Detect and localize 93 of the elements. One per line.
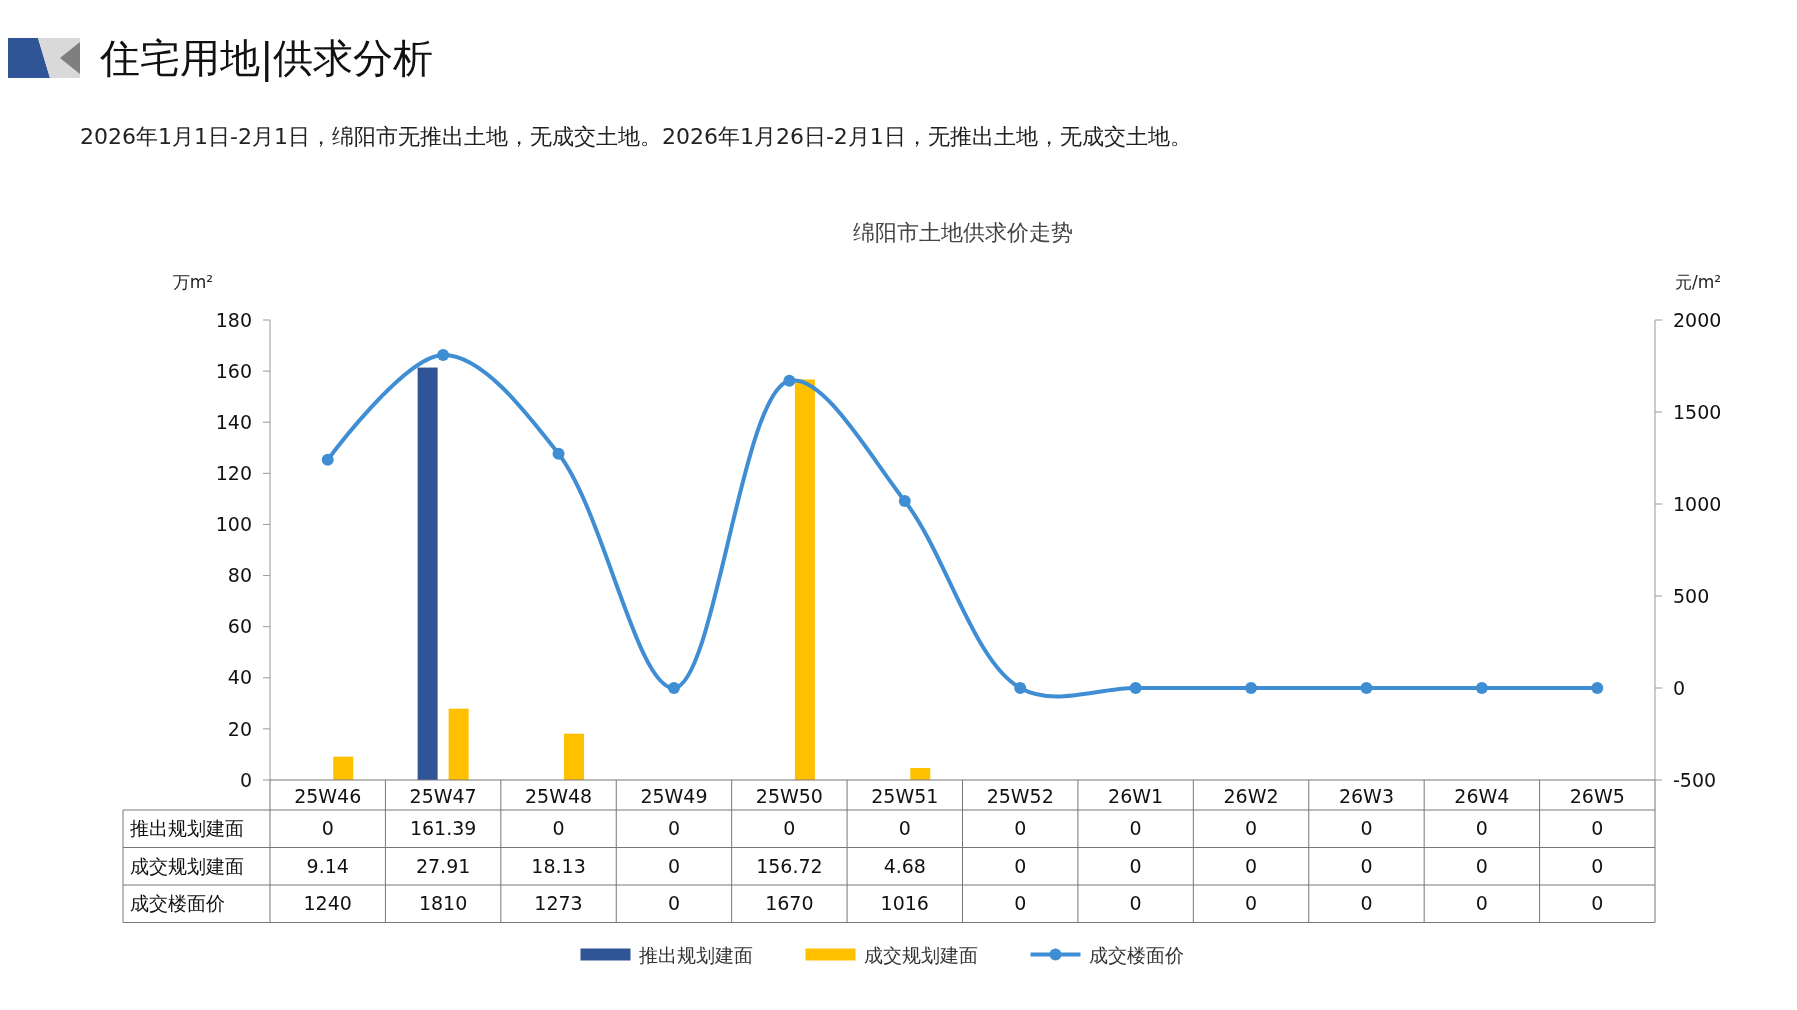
point [1129,682,1142,694]
y2-tick-label: 0 [1673,676,1686,699]
data-label: 0 [667,892,681,915]
data-label: 0 [1591,854,1604,877]
point [667,682,680,694]
x-tick-label: 26W1 [1108,784,1164,807]
x-tick-label: 26W5 [1569,784,1625,807]
data-label: 0 [1129,854,1142,877]
y2-tick-label: 1000 [1673,492,1722,515]
bar [564,733,585,780]
data-label: 0 [1244,854,1258,877]
y-tick-label: 0 [239,768,252,791]
data-label: 0 [1591,892,1604,915]
bar [333,756,354,780]
x-tick-label: 25W52 [986,784,1054,807]
data-label: 0 [1360,817,1373,840]
point [1475,682,1488,694]
data-label: 1810 [418,892,468,915]
data-label: 1273 [534,892,583,915]
x-tick-label: 25W47 [409,784,477,807]
data-label: 0 [1475,854,1488,877]
data-label: 0 [1360,892,1373,915]
y-tick-label: 40 [227,666,252,689]
x-tick-label: 25W50 [755,784,823,807]
data-label: 18.13 [531,854,586,877]
y2-tick-label: 2000 [1673,308,1722,331]
x-tick-label: 26W4 [1454,784,1510,807]
data-label: 0 [1014,892,1027,915]
text: 成交规划建面 [130,854,244,877]
x-tick-label: 25W51 [871,784,939,807]
data-label: 0 [1475,817,1488,840]
chart-title: 住宅用地|供求分析 [99,35,434,82]
data-label: 0 [667,854,681,877]
text: 成交楼面价 [130,892,225,915]
point [321,453,334,466]
data-label: 1240 [303,892,352,915]
data-label: 0 [552,817,565,840]
data-label: 0 [1129,892,1142,915]
data-label: 0 [1014,854,1027,877]
data-label: 0 [1014,817,1027,840]
data-label: 0 [1244,892,1258,915]
bar [417,367,438,780]
y-axis-title: 万m² [172,272,214,292]
text: 推出规划建面 [130,817,244,840]
data-label: 1670 [765,892,814,915]
legend-label: 成交楼面价 [1088,943,1184,966]
y-tick-label: 180 [215,308,252,331]
bar [794,379,815,780]
data-label: 0 [1591,817,1604,840]
data-label: 0 [1475,892,1488,915]
point [1245,682,1258,694]
point [1591,682,1604,694]
data-label: 0 [321,817,334,840]
data-label: 0 [1244,817,1258,840]
point [552,447,565,460]
x-tick-label: 26W3 [1338,784,1394,807]
y-tick-label: 160 [215,359,252,382]
point [437,348,450,361]
x-tick-label: 25W46 [294,784,362,807]
x-tick-label: 26W2 [1223,784,1279,807]
y-tick-label: 100 [215,513,252,536]
data-label: 0 [783,817,796,840]
y-tick-label: 140 [215,410,252,433]
bar [910,768,931,780]
data-label: 4.68 [883,854,926,877]
data-label: 1016 [880,892,929,915]
y-tick-label: 20 [227,717,252,740]
data-label: 156.72 [756,854,823,877]
x-tick-label: 25W48 [524,784,593,807]
data-label: 9.14 [306,854,349,877]
y2-tick-label: 1500 [1673,400,1722,423]
legend-label: 成交规划建面 [863,943,978,966]
point [898,495,911,508]
data-label: 0 [898,817,911,840]
data-label: 0 [667,817,681,840]
data-label: 27.91 [415,854,471,877]
point [1014,682,1027,694]
y-tick-label: 60 [227,615,252,638]
y-tick-label: 80 [227,564,252,587]
chart-subtitle: 2026年1月1日-2月1日，绵阳市无推出土地，无成交土地。2026年1月26日-2月1日，无推出土地，无成交土地。 [80,124,1192,149]
legend-label: 推出规划建面 [638,943,753,966]
text: 绵阳市土地供求价走势 [852,220,1073,245]
point [783,374,796,387]
data-label: 0 [1129,817,1142,840]
y-tick-label: 120 [215,461,252,484]
bar [448,708,469,780]
y2-tick-label: -500 [1673,768,1717,791]
y2-axis-title: 元/m² [1674,272,1722,292]
point [1360,682,1373,694]
x-tick-label: 25W49 [640,784,708,807]
data-label: 161.39 [409,817,477,840]
data-label: 0 [1360,854,1373,877]
y2-tick-label: 500 [1673,584,1710,607]
